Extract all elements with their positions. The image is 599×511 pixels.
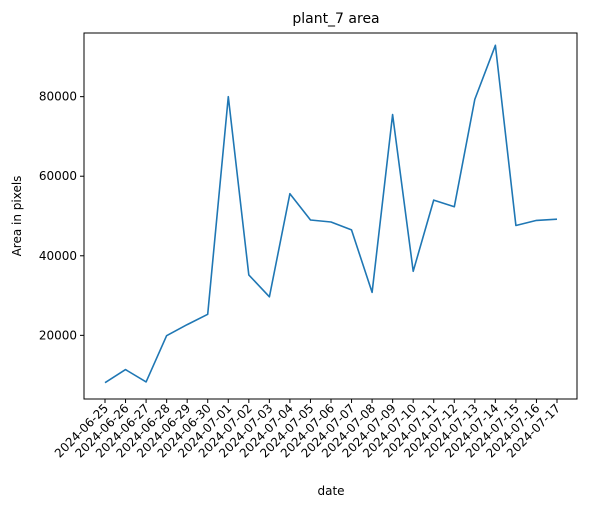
x-axis-ticks: 2024-06-252024-06-262024-06-272024-06-28… (52, 399, 563, 460)
y-tick-label: 60000 (39, 169, 77, 183)
y-axis-label: Area in pixels (10, 176, 24, 257)
chart-title: plant_7 area (292, 11, 379, 27)
x-axis-label: date (317, 484, 344, 498)
y-tick-label: 40000 (39, 249, 77, 263)
series-line (104, 44, 558, 384)
plot-frame (83, 32, 578, 400)
y-tick-label: 20000 (39, 328, 77, 342)
y-axis-ticks: 20000 40000 60000 80000 (39, 90, 84, 342)
y-tick-label: 80000 (39, 90, 77, 104)
